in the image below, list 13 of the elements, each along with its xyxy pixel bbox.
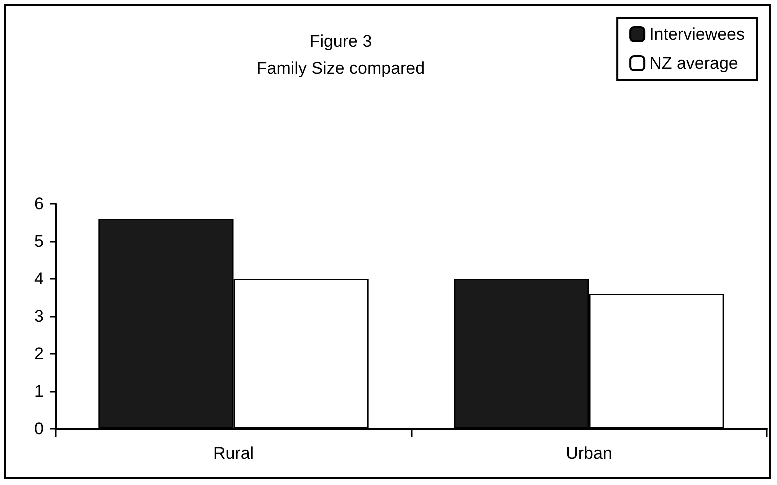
chart-subtitle: Family Size compared (256, 59, 426, 78)
y-tick-label: 4 (34, 270, 44, 288)
x-tick-label: Urban (566, 444, 612, 463)
legend-label: Interviewees (650, 25, 746, 44)
x-tick-label: Rural (213, 444, 254, 463)
y-tick-label: 2 (34, 344, 44, 364)
y-tick-label: 5 (34, 232, 44, 251)
legend-label: NZ average (650, 54, 738, 73)
y-tick-label: 0 (34, 420, 44, 438)
chart-title: Figure 3 (310, 32, 372, 51)
y-tick-label: 3 (34, 307, 44, 326)
y-tick-label: 1 (34, 382, 44, 401)
y-tick-label: 6 (34, 194, 44, 214)
